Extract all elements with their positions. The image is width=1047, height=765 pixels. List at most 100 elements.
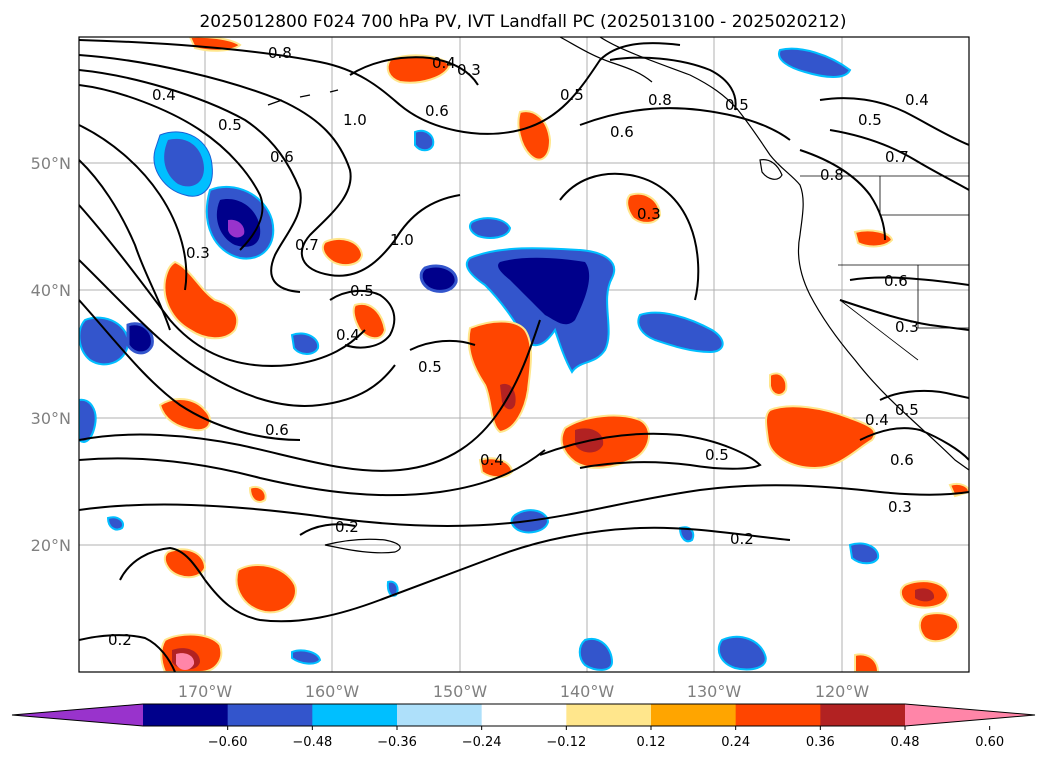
contour-26 (349, 56, 479, 86)
pos-region-c (517, 110, 552, 161)
contour-6 (79, 159, 171, 331)
lat-label: 20°N (31, 536, 71, 555)
neg-region-i (778, 47, 852, 78)
coastlines (267, 37, 969, 554)
neg-region-c2 (126, 322, 154, 355)
contour-21 (579, 107, 791, 141)
contour-label: 0.8 (648, 91, 672, 109)
contour-label: 0.3 (186, 244, 210, 262)
contour-19 (839, 299, 969, 331)
neg-region-a-core (164, 138, 204, 187)
contour-label: 0.5 (858, 111, 882, 129)
colorbar-segment (227, 704, 313, 726)
colorbar-segment (735, 704, 821, 726)
pos-region-n-max (176, 653, 195, 670)
pos-region-d (163, 260, 239, 340)
lat-label: 50°N (31, 154, 71, 173)
contour-label: 0.8 (268, 44, 292, 62)
contour-14 (119, 526, 791, 623)
latitude-labels: 50°N 40°N 30°N 20°N (31, 154, 71, 555)
colorbar-extend-max (905, 704, 1035, 726)
contour-1 (79, 39, 681, 135)
contour-7 (79, 204, 366, 367)
contour-2 (79, 54, 461, 277)
contour-label: 0.5 (350, 282, 374, 300)
lon-label: 170°W (178, 682, 233, 701)
pos-region-p (918, 612, 960, 643)
contour-25 (799, 149, 886, 241)
map-title: 2025012800 F024 700 hPa PV, IVT Landfall… (199, 12, 846, 32)
contour-27 (329, 289, 396, 349)
lon-label: 140°W (560, 682, 615, 701)
colorbar-tick-label: −0.12 (546, 735, 586, 750)
contour-22 (609, 56, 737, 111)
colorbar-segment (566, 704, 652, 726)
negative-pc-regions (79, 47, 880, 671)
pos-region-j (626, 192, 662, 224)
contour-13 (79, 634, 176, 672)
contour-23 (819, 97, 969, 146)
neg-region-m (578, 637, 614, 671)
contour-15 (539, 432, 762, 470)
contour-labels: 0.8 0.4 0.3 0.4 0.5 0.6 1.0 0.6 0.5 0.8 … (108, 44, 929, 649)
neg-region-g (637, 311, 724, 354)
contour-label: 0.5 (418, 358, 442, 376)
colorbar-tick-label: −0.36 (377, 735, 417, 750)
colorbar-tick-label: 0.36 (806, 735, 835, 750)
pv-contours (79, 39, 969, 672)
colorbar-segment (312, 704, 398, 726)
contour-label: 0.5 (218, 116, 242, 134)
contour-label: 0.2 (335, 518, 359, 536)
contour-12 (79, 484, 969, 527)
contour-label: 1.0 (343, 111, 367, 129)
border-state-d (839, 299, 919, 361)
contour-label: 0.7 (295, 236, 319, 254)
contour-10 (79, 319, 541, 472)
lat-label: 40°N (31, 281, 71, 300)
neg-region-h (414, 129, 435, 152)
neg-region-e (419, 264, 458, 293)
lat-label: 30°N (31, 409, 71, 428)
neg-region-p (106, 516, 124, 531)
contour-label: 0.3 (888, 498, 912, 516)
lon-label: 160°W (305, 682, 360, 701)
pos-region-h (352, 302, 387, 340)
neg-region-b-min (228, 219, 245, 238)
contour-3 (79, 69, 302, 293)
colorbar-segment (143, 704, 229, 726)
colorbar-tick-label: 0.24 (721, 735, 750, 750)
contour-label: 0.3 (637, 205, 661, 223)
contour-label: 0.4 (336, 326, 360, 344)
pos-region-k (158, 398, 212, 432)
neg-region-s (291, 649, 322, 665)
contour-label: 0.6 (270, 148, 294, 166)
pos-region-v (248, 486, 267, 503)
contour-label: 0.2 (108, 631, 132, 649)
pos-region-r (853, 229, 894, 248)
contour-label: 0.4 (865, 411, 889, 429)
contour-label: 0.6 (884, 272, 908, 290)
colorbar-segment (820, 704, 906, 726)
map-content: 0.8 0.4 0.3 0.4 0.5 0.6 1.0 0.6 0.5 0.8 … (79, 37, 969, 672)
colorbar-tick-label: 0.60 (975, 735, 1004, 750)
contour-28 (409, 339, 476, 351)
contour-24 (829, 129, 969, 191)
contour-label: 0.5 (895, 401, 919, 419)
coastline-north-america (599, 37, 969, 471)
neg-region-c (79, 316, 130, 366)
contour-8 (79, 259, 396, 407)
colorbar-tick-label: 0.12 (637, 735, 666, 750)
contour-label: 0.7 (885, 148, 909, 166)
contour-label: 0.4 (480, 451, 504, 469)
coastline-vancouver-island (759, 159, 783, 180)
lon-label: 130°W (687, 682, 742, 701)
colorbar-extend-min (12, 704, 143, 726)
pos-region-m (163, 548, 207, 579)
contour-label: 0.5 (705, 446, 729, 464)
pos-region-i (321, 237, 364, 267)
pos-region-b (386, 54, 452, 84)
colorbar-segment (481, 704, 567, 726)
pos-region-o-core (915, 588, 935, 602)
neg-region-n (848, 542, 880, 565)
